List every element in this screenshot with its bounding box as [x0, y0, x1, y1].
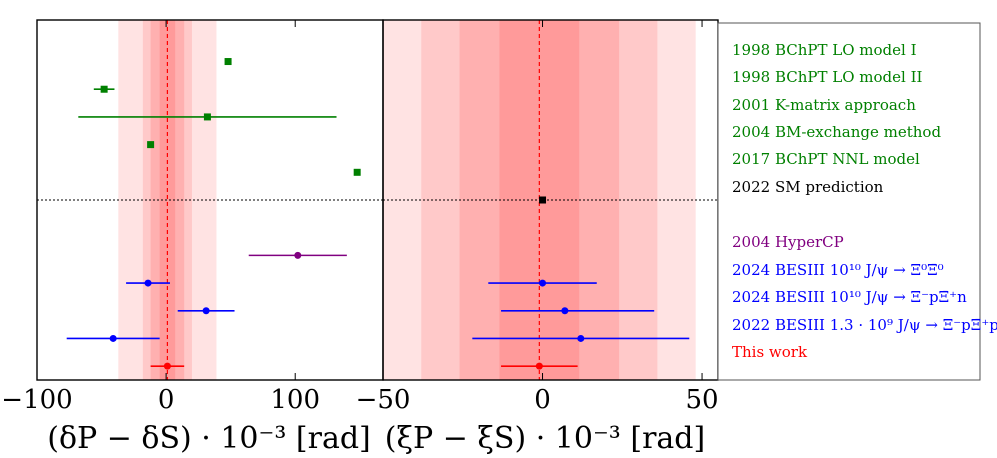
legend-entry: 2017 BChPT NNL model [732, 150, 920, 168]
tick-label: −50 [356, 385, 411, 415]
legend-entry: 1998 BChPT LO model II [732, 68, 922, 86]
legend-entry: 1998 BChPT LO model I [732, 41, 917, 59]
legend-entry: 2004 BM-exchange method [732, 123, 941, 141]
data-point [109, 334, 117, 342]
legend-entry: 2004 HyperCP [732, 233, 844, 251]
grid-lines [37, 20, 718, 380]
data-point [539, 279, 547, 287]
data-point [535, 362, 543, 370]
data-points [66, 58, 690, 370]
legend-entry: 2001 K-matrix approach [732, 96, 916, 114]
legend-entry: This work [732, 343, 808, 361]
legend-entry: 2022 BESIII 1.3 · 10⁹ J/ψ → Ξ⁻pΞ̄⁺p [732, 316, 997, 334]
data-point [294, 251, 302, 259]
legend-frame [717, 22, 981, 381]
data-point [577, 334, 585, 342]
legend-entry: 2022 SM prediction [732, 178, 884, 196]
x-axis-title-delta: (δP − δS) · 10⁻³ [rad] [47, 421, 371, 456]
band-sigma1 [159, 20, 176, 380]
data-point [203, 113, 211, 121]
legend: 1998 BChPT LO model I 1998 BChPT LO mode… [717, 22, 997, 381]
tick-label: 50 [686, 385, 719, 415]
x-axis-title-xi: (ξP − ξS) · 10⁻³ [rad] [385, 421, 705, 456]
data-point [539, 196, 547, 204]
tick-label: 0 [158, 385, 175, 415]
data-point [144, 279, 152, 287]
tick-label: −100 [1, 385, 72, 415]
legend-entry: 2024 BESIII 10¹⁰ J/ψ → Ξ⁰Ξ̄⁰ [732, 261, 944, 279]
tick-label: 0 [534, 385, 551, 415]
data-point [353, 168, 361, 176]
data-point [147, 141, 155, 149]
data-point [202, 307, 210, 315]
legend-entry: 2024 BESIII 10¹⁰ J/ψ → Ξ⁻pΞ̄⁺n [732, 288, 967, 306]
data-point [561, 307, 569, 315]
data-point [224, 58, 232, 66]
data-point [163, 362, 171, 370]
data-point [100, 85, 108, 93]
tick-label: 100 [270, 385, 320, 415]
